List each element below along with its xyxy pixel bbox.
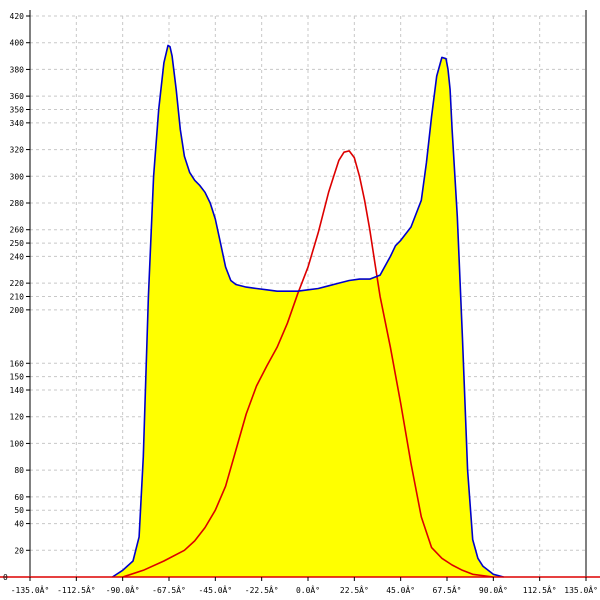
area-layer bbox=[112, 45, 504, 577]
y-tick-label: 20 bbox=[14, 546, 24, 555]
y-tick-label: 140 bbox=[10, 386, 25, 395]
y-tick-label-zero: 0 bbox=[3, 573, 8, 582]
y-tick-label: 250 bbox=[10, 239, 25, 248]
y-tick-label: 400 bbox=[10, 39, 25, 48]
red-series-line bbox=[122, 150, 494, 578]
x-tick-label: 0.0Â° bbox=[296, 584, 320, 595]
y-tick-label: 300 bbox=[10, 172, 25, 181]
y-tick-label: 210 bbox=[10, 293, 25, 302]
x-tick-label: -135.0Â° bbox=[11, 584, 50, 595]
y-tick-label: 380 bbox=[10, 65, 25, 74]
yellow-area-fill bbox=[112, 45, 504, 577]
y-tick-label: 100 bbox=[10, 439, 25, 448]
y-tick-label: 340 bbox=[10, 119, 25, 128]
x-tick-label: -112.5Â° bbox=[57, 584, 96, 595]
y-tick-label: 260 bbox=[10, 226, 25, 235]
y-tick-label: 150 bbox=[10, 373, 25, 382]
x-tick-label: -67.5Â° bbox=[152, 584, 186, 595]
y-tick-label: 160 bbox=[10, 359, 25, 368]
x-tick-label: 22.5Â° bbox=[340, 584, 369, 595]
y-tick-label: 60 bbox=[14, 493, 24, 502]
y-tick-labels: 20 40 50 60 80 100 120 140 150 160 200 210 220 240 250… bbox=[3, 12, 24, 582]
lines-layer bbox=[111, 44, 504, 578]
y-tick-label: 220 bbox=[10, 279, 25, 288]
x-tick-label: -45.0Â° bbox=[198, 584, 232, 595]
x-tick-label: 112.5Â° bbox=[523, 584, 557, 595]
axes bbox=[0, 10, 600, 581]
x-tick-label: -90.0Â° bbox=[106, 584, 140, 595]
y-tick-label: 350 bbox=[10, 106, 25, 115]
x-tick-labels: -135.0Â° -112.5Â° -90.0Â° -67.5Â° -45.0Â° -22… bbox=[11, 584, 598, 595]
y-tick-label: 420 bbox=[10, 12, 25, 21]
x-tick-label: -22.5Â° bbox=[245, 584, 279, 595]
blue-series-line bbox=[111, 44, 504, 578]
y-tick-label: 50 bbox=[14, 506, 24, 515]
y-tick-label: 280 bbox=[10, 199, 25, 208]
grid bbox=[30, 15, 586, 577]
y-tick-label: 120 bbox=[10, 413, 25, 422]
y-tick-label: 240 bbox=[10, 252, 25, 261]
y-tick-label: 80 bbox=[14, 466, 24, 475]
y-tick-label: 360 bbox=[10, 92, 25, 101]
x-tick-label: 45.0Â° bbox=[386, 584, 415, 595]
y-tick-label: 200 bbox=[10, 306, 25, 315]
y-tick-label: 40 bbox=[14, 520, 24, 529]
x-tick-label: 67.5Â° bbox=[433, 584, 462, 595]
x-tick-label: 90.0Â° bbox=[479, 584, 508, 595]
y-tick-label: 320 bbox=[10, 146, 25, 155]
x-tick-label: 135.0Â° bbox=[564, 584, 598, 595]
